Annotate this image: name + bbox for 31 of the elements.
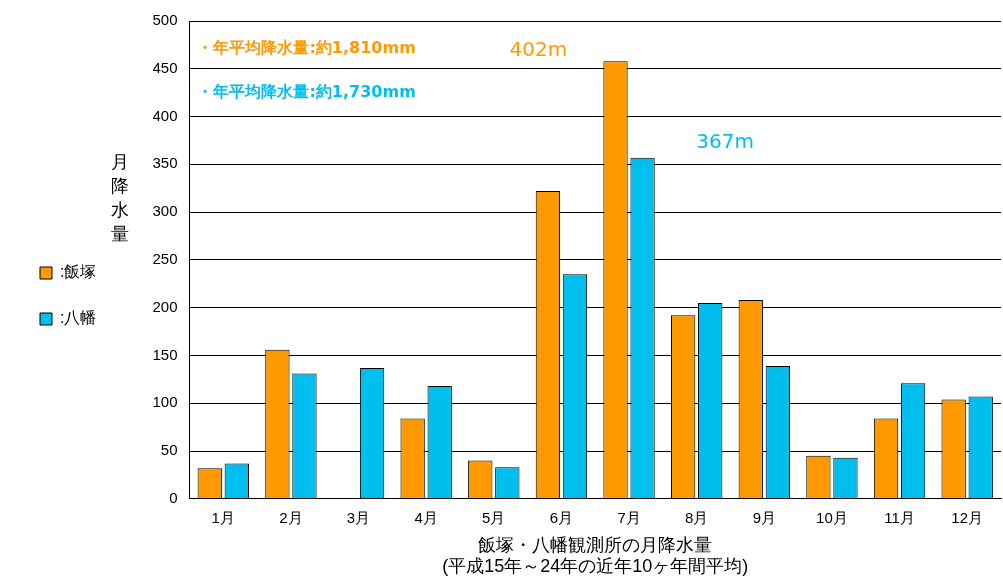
y-tick-label: 0 [169,488,178,506]
y-tick-label: 50 [160,441,178,459]
x-tick-label: 5月 [482,508,506,526]
x-tick-label: 7月 [617,508,641,526]
x-tick-label: 9月 [752,508,776,526]
x-tick-label: 4月 [414,508,438,526]
y-tick-label: 350 [152,154,178,172]
legend-label: :飯塚 [60,263,97,281]
y-tick-label: 150 [152,345,178,363]
y-axis-title: 月降水量 [110,150,131,246]
annotation: 367m [696,129,754,154]
y-tick-label: 400 [152,106,178,124]
x-axis-title: 飯塚・八幡観測所の月降水量 (平成15年～24年の近年10ヶ年間平均) [442,534,749,577]
x-tick-label: 8月 [685,508,709,526]
x-tick-label: 6月 [549,508,574,526]
legend-label: :八幡 [60,309,97,327]
annotation: 402m [509,37,568,62]
x-tick-label: 2月 [279,508,303,526]
x-tick-label: 11月 [884,508,915,526]
x-tick-label: 10月 [816,508,848,526]
x-tick-label: 3月 [346,508,371,526]
y-tick-label: 200 [152,297,178,315]
y-tick-label: 500 [152,11,178,29]
y-tick-label: 300 [152,202,178,220]
x-tick-label: 1月 [211,508,235,526]
x-tick-label: 12月 [951,508,984,526]
annotation: ・年平均降水量:約1,730mm [197,82,416,102]
y-tick-label: 450 [152,58,178,76]
y-tick-label: 250 [152,250,178,268]
annotation: ・年平均降水量:約1,810mm [197,38,416,58]
y-tick-label: 100 [152,393,178,411]
